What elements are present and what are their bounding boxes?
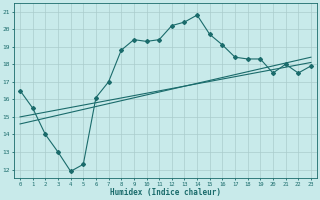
- X-axis label: Humidex (Indice chaleur): Humidex (Indice chaleur): [110, 188, 221, 197]
